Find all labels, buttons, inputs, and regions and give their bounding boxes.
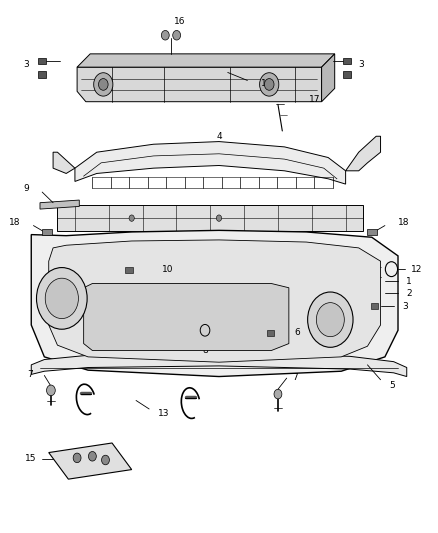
Circle shape [102, 455, 110, 465]
Circle shape [173, 30, 180, 40]
Circle shape [265, 78, 274, 90]
Circle shape [260, 72, 279, 96]
Bar [38, 58, 46, 64]
Text: 7: 7 [28, 370, 33, 379]
Bar [42, 229, 52, 235]
Text: 3: 3 [23, 60, 29, 69]
Bar [367, 229, 377, 235]
Circle shape [307, 292, 353, 348]
Polygon shape [31, 353, 407, 376]
Polygon shape [75, 142, 346, 184]
Bar [125, 266, 133, 273]
Polygon shape [84, 284, 289, 351]
Text: 3: 3 [403, 302, 408, 311]
Text: 10: 10 [162, 265, 174, 274]
Circle shape [36, 268, 87, 329]
Text: 9: 9 [23, 184, 29, 193]
Circle shape [216, 215, 222, 221]
Text: 15: 15 [25, 455, 36, 463]
Text: 5: 5 [389, 381, 395, 390]
Polygon shape [40, 200, 79, 209]
Circle shape [316, 303, 344, 337]
Bar [343, 71, 351, 78]
Text: 8: 8 [202, 346, 208, 355]
Text: 7: 7 [292, 373, 298, 382]
Text: 17: 17 [308, 94, 320, 103]
Polygon shape [77, 54, 335, 67]
Bar [38, 71, 46, 78]
Circle shape [161, 30, 169, 40]
Text: 6: 6 [294, 328, 300, 337]
Bar [57, 205, 363, 231]
Text: 4: 4 [216, 132, 222, 141]
Polygon shape [346, 136, 381, 171]
Text: 18: 18 [398, 219, 410, 228]
Bar [267, 330, 274, 336]
Text: 3: 3 [359, 60, 364, 69]
Polygon shape [31, 230, 398, 376]
Circle shape [99, 78, 108, 90]
Circle shape [274, 389, 282, 399]
Polygon shape [49, 443, 132, 479]
Text: 12: 12 [411, 265, 423, 273]
Text: 16: 16 [174, 18, 185, 27]
Text: 13: 13 [158, 409, 170, 418]
Polygon shape [53, 152, 75, 173]
Polygon shape [321, 54, 335, 102]
Circle shape [73, 453, 81, 463]
Polygon shape [49, 240, 381, 362]
Circle shape [94, 72, 113, 96]
Circle shape [45, 278, 78, 319]
Circle shape [46, 385, 55, 395]
Bar [371, 303, 378, 309]
Circle shape [129, 215, 134, 221]
Text: 18: 18 [9, 219, 20, 228]
Bar [343, 58, 351, 64]
Text: 1: 1 [406, 277, 412, 286]
Text: 2: 2 [406, 288, 411, 297]
Circle shape [88, 451, 96, 461]
Polygon shape [77, 67, 321, 102]
Text: 11: 11 [261, 78, 272, 87]
